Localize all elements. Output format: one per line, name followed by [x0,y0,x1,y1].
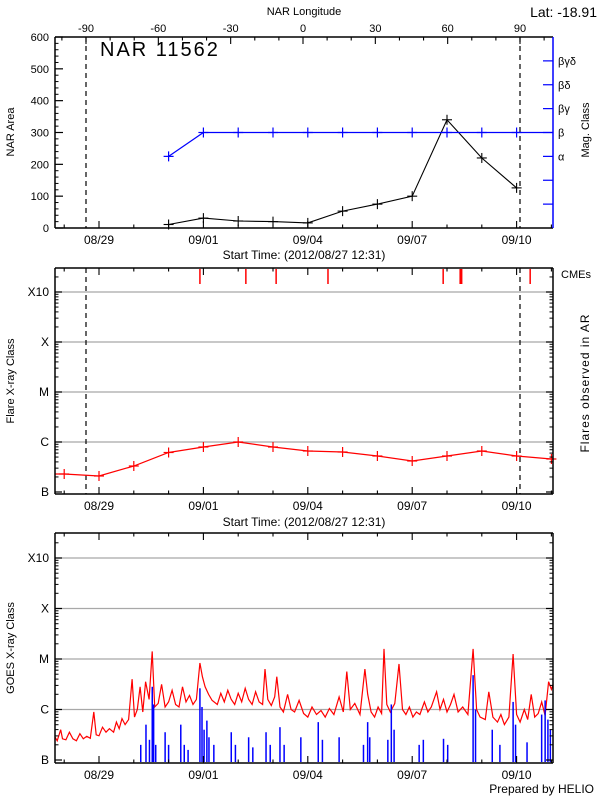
svg-text:09/07: 09/07 [397,499,427,513]
svg-text:X: X [41,602,49,616]
cme-ticks [199,269,531,284]
panel2-frame-and-axes: B C M X X10 08/29 09/01 09/04 09/07 09/10 [28,267,554,513]
svg-text:B: B [41,753,49,767]
svg-text:09/01: 09/01 [188,233,218,247]
svg-text:600: 600 [31,32,49,44]
svg-text:09/10: 09/10 [502,499,532,513]
svg-text:300: 300 [31,128,49,140]
svg-text:09/07: 09/07 [397,233,427,247]
svg-text:-90: -90 [78,23,94,35]
svg-text:0: 0 [300,23,306,35]
mag-class-series [163,127,553,162]
svg-text:C: C [40,703,49,717]
mag-class-axis-label: Mag. Class [580,102,592,158]
svg-text:500: 500 [31,64,49,76]
longitude-axis: -90 -60 -30 0 30 60 90 [61,23,545,44]
goes-blue-spikes [140,675,552,762]
goes-red-series [54,648,554,743]
svg-text:09/01: 09/01 [188,768,218,782]
svg-text:-60: -60 [150,23,166,35]
svg-text:09/07: 09/07 [397,768,427,782]
panel2-xlabel: Start Time: (2012/08/27 12:31) [223,515,386,529]
mag-class-axis: βγδ βδ βγ βα [543,56,576,205]
panel3-gridlines [55,557,553,711]
svg-text:-30: -30 [223,23,239,35]
svg-text:400: 400 [31,96,49,108]
svg-text:200: 200 [31,159,49,171]
panel1-title: NAR 11562 [100,39,220,61]
svg-text:08/29: 08/29 [84,768,114,782]
svg-text:08/29: 08/29 [84,233,114,247]
svg-text:60: 60 [442,23,454,35]
svg-text:α: α [558,151,565,163]
latitude-label: Lat: -18.91 [530,4,597,20]
panel2-gridlines [55,268,553,494]
svg-text:M: M [39,385,49,399]
svg-text:B: B [41,485,49,499]
svg-text:0: 0 [43,223,49,235]
flares-observed-label: Flares observed in AR [578,313,592,452]
svg-text:09/10: 09/10 [502,233,532,247]
svg-text:βγδ: βγδ [558,56,576,68]
svg-text:100: 100 [31,191,49,203]
panel1-frame-and-axes: 0 100 200 300 400 500 600 08/29 09/01 09/04 09/07 0… [31,32,554,247]
panel1-ylabel: NAR Area [5,107,17,157]
svg-text:X: X [41,335,49,349]
svg-text:M: M [39,652,49,666]
cmes-label: CMEs [561,269,591,281]
panel1-xlabel: Start Time: (2012/08/27 12:31) [223,248,386,262]
panel3-frame-and-axes: B C M X X10 08/29 09/01 09/04 09/07 09/10 [28,532,554,782]
svg-text:X10: X10 [28,285,50,299]
svg-text:βδ: βδ [558,80,570,92]
svg-text:X10: X10 [28,551,50,565]
panel2-ylabel: Flare X-ray Class [5,338,17,423]
svg-text:09/04: 09/04 [293,499,323,513]
prepared-by-label: Prepared by HELIO [489,782,594,796]
svg-text:09/04: 09/04 [293,768,323,782]
svg-text:08/29: 08/29 [84,499,114,513]
svg-text:C: C [40,435,49,449]
svg-text:09/04: 09/04 [293,233,323,247]
longitude-axis-title: NAR Longitude [267,6,342,18]
svg-text:09/10: 09/10 [502,768,532,782]
flare-series [55,437,557,481]
svg-text:30: 30 [369,23,381,35]
svg-text:09/01: 09/01 [188,499,218,513]
svg-text:90: 90 [514,23,526,35]
svg-text:βγ: βγ [558,104,570,116]
panel3-ylabel: GOES X-ray Class [5,602,17,694]
svg-text:β: β [558,128,564,140]
panel1-dashed-longitude-lines [85,37,521,228]
